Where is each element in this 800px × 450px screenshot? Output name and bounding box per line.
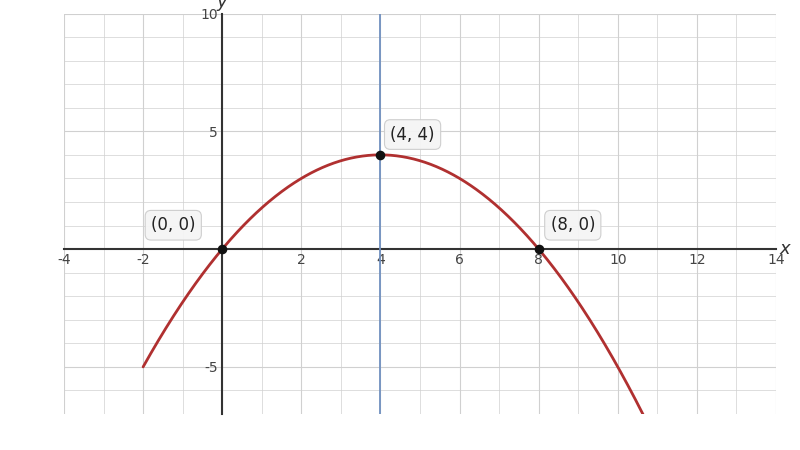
Point: [216, 246, 229, 253]
Text: (4, 4): (4, 4): [390, 126, 435, 144]
Text: (8, 0): (8, 0): [550, 216, 595, 234]
Point: [374, 151, 387, 158]
Text: x: x: [780, 240, 790, 258]
Text: (0, 0): (0, 0): [151, 216, 195, 234]
Point: [532, 246, 545, 253]
Text: y: y: [217, 0, 227, 11]
